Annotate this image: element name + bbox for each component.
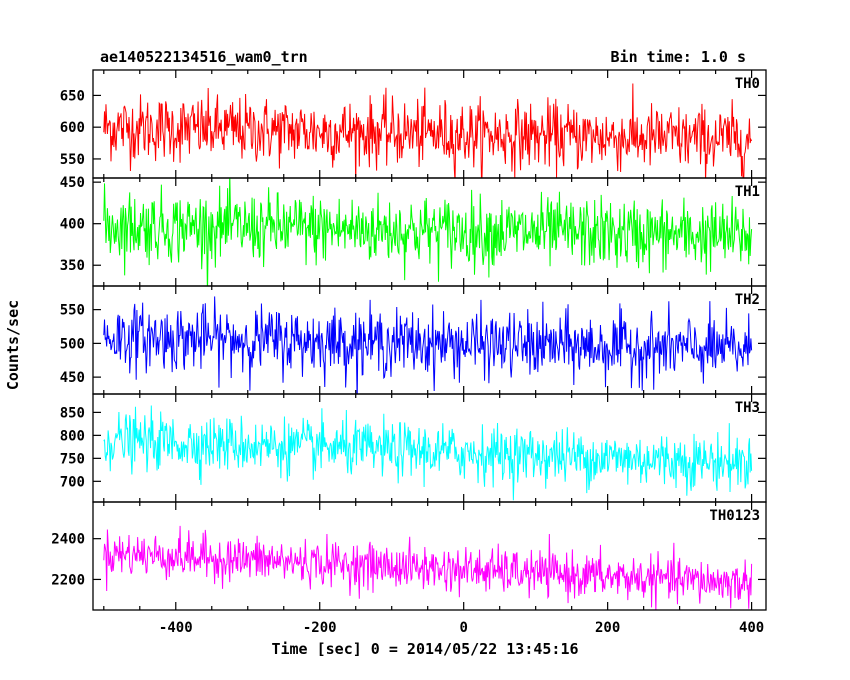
series-line-th1 (103, 178, 753, 286)
bin-time-label: Bin time: 1.0 s (611, 48, 746, 66)
x-tick-label: 0 (459, 620, 467, 636)
y-tick-label: 550 (60, 152, 85, 168)
x-tick-label: 400 (739, 620, 764, 636)
y-tick-label: 600 (60, 120, 85, 136)
panels-group: TH0 550 600 650 TH1 350 400 450 TH2 450 500 550 TH3 7… (51, 69, 767, 636)
x-tick-label: -200 (303, 620, 337, 636)
series-line-th2 (103, 296, 753, 394)
x-tick-label: -400 (159, 620, 193, 636)
x-axis-label: Time [sec] 0 = 2014/05/22 13:45:16 (271, 640, 578, 658)
series-line-th0123 (103, 525, 753, 610)
panel-label-th3: TH3 (735, 400, 760, 416)
series-line-th0 (103, 83, 753, 178)
y-tick-label: 2400 (51, 532, 85, 548)
chart-title: ae140522134516_wam0_trn (100, 48, 308, 66)
y-tick-label: 800 (60, 428, 85, 444)
y-tick-label: 700 (60, 474, 85, 490)
y-tick-label: 750 (60, 451, 85, 467)
series-line-th3 (103, 405, 753, 501)
y-tick-label: 650 (60, 88, 85, 104)
y-tick-label: 500 (60, 336, 85, 352)
panel-label-th0123: TH0123 (709, 508, 760, 524)
y-axis-label: Counts/sec (4, 300, 22, 390)
x-tick-label: 200 (595, 620, 620, 636)
y-tick-label: 2200 (51, 572, 85, 588)
y-tick-label: 450 (60, 370, 85, 386)
y-tick-label: 850 (60, 405, 85, 421)
panel-label-th2: TH2 (735, 292, 760, 308)
y-tick-label: 400 (60, 217, 85, 233)
y-tick-label: 350 (60, 258, 85, 274)
y-tick-label: 450 (60, 175, 85, 191)
panel-label-th0: TH0 (735, 76, 760, 92)
panel-label-th1: TH1 (735, 184, 760, 200)
panel-frame (92, 501, 767, 611)
y-tick-label: 550 (60, 303, 85, 319)
